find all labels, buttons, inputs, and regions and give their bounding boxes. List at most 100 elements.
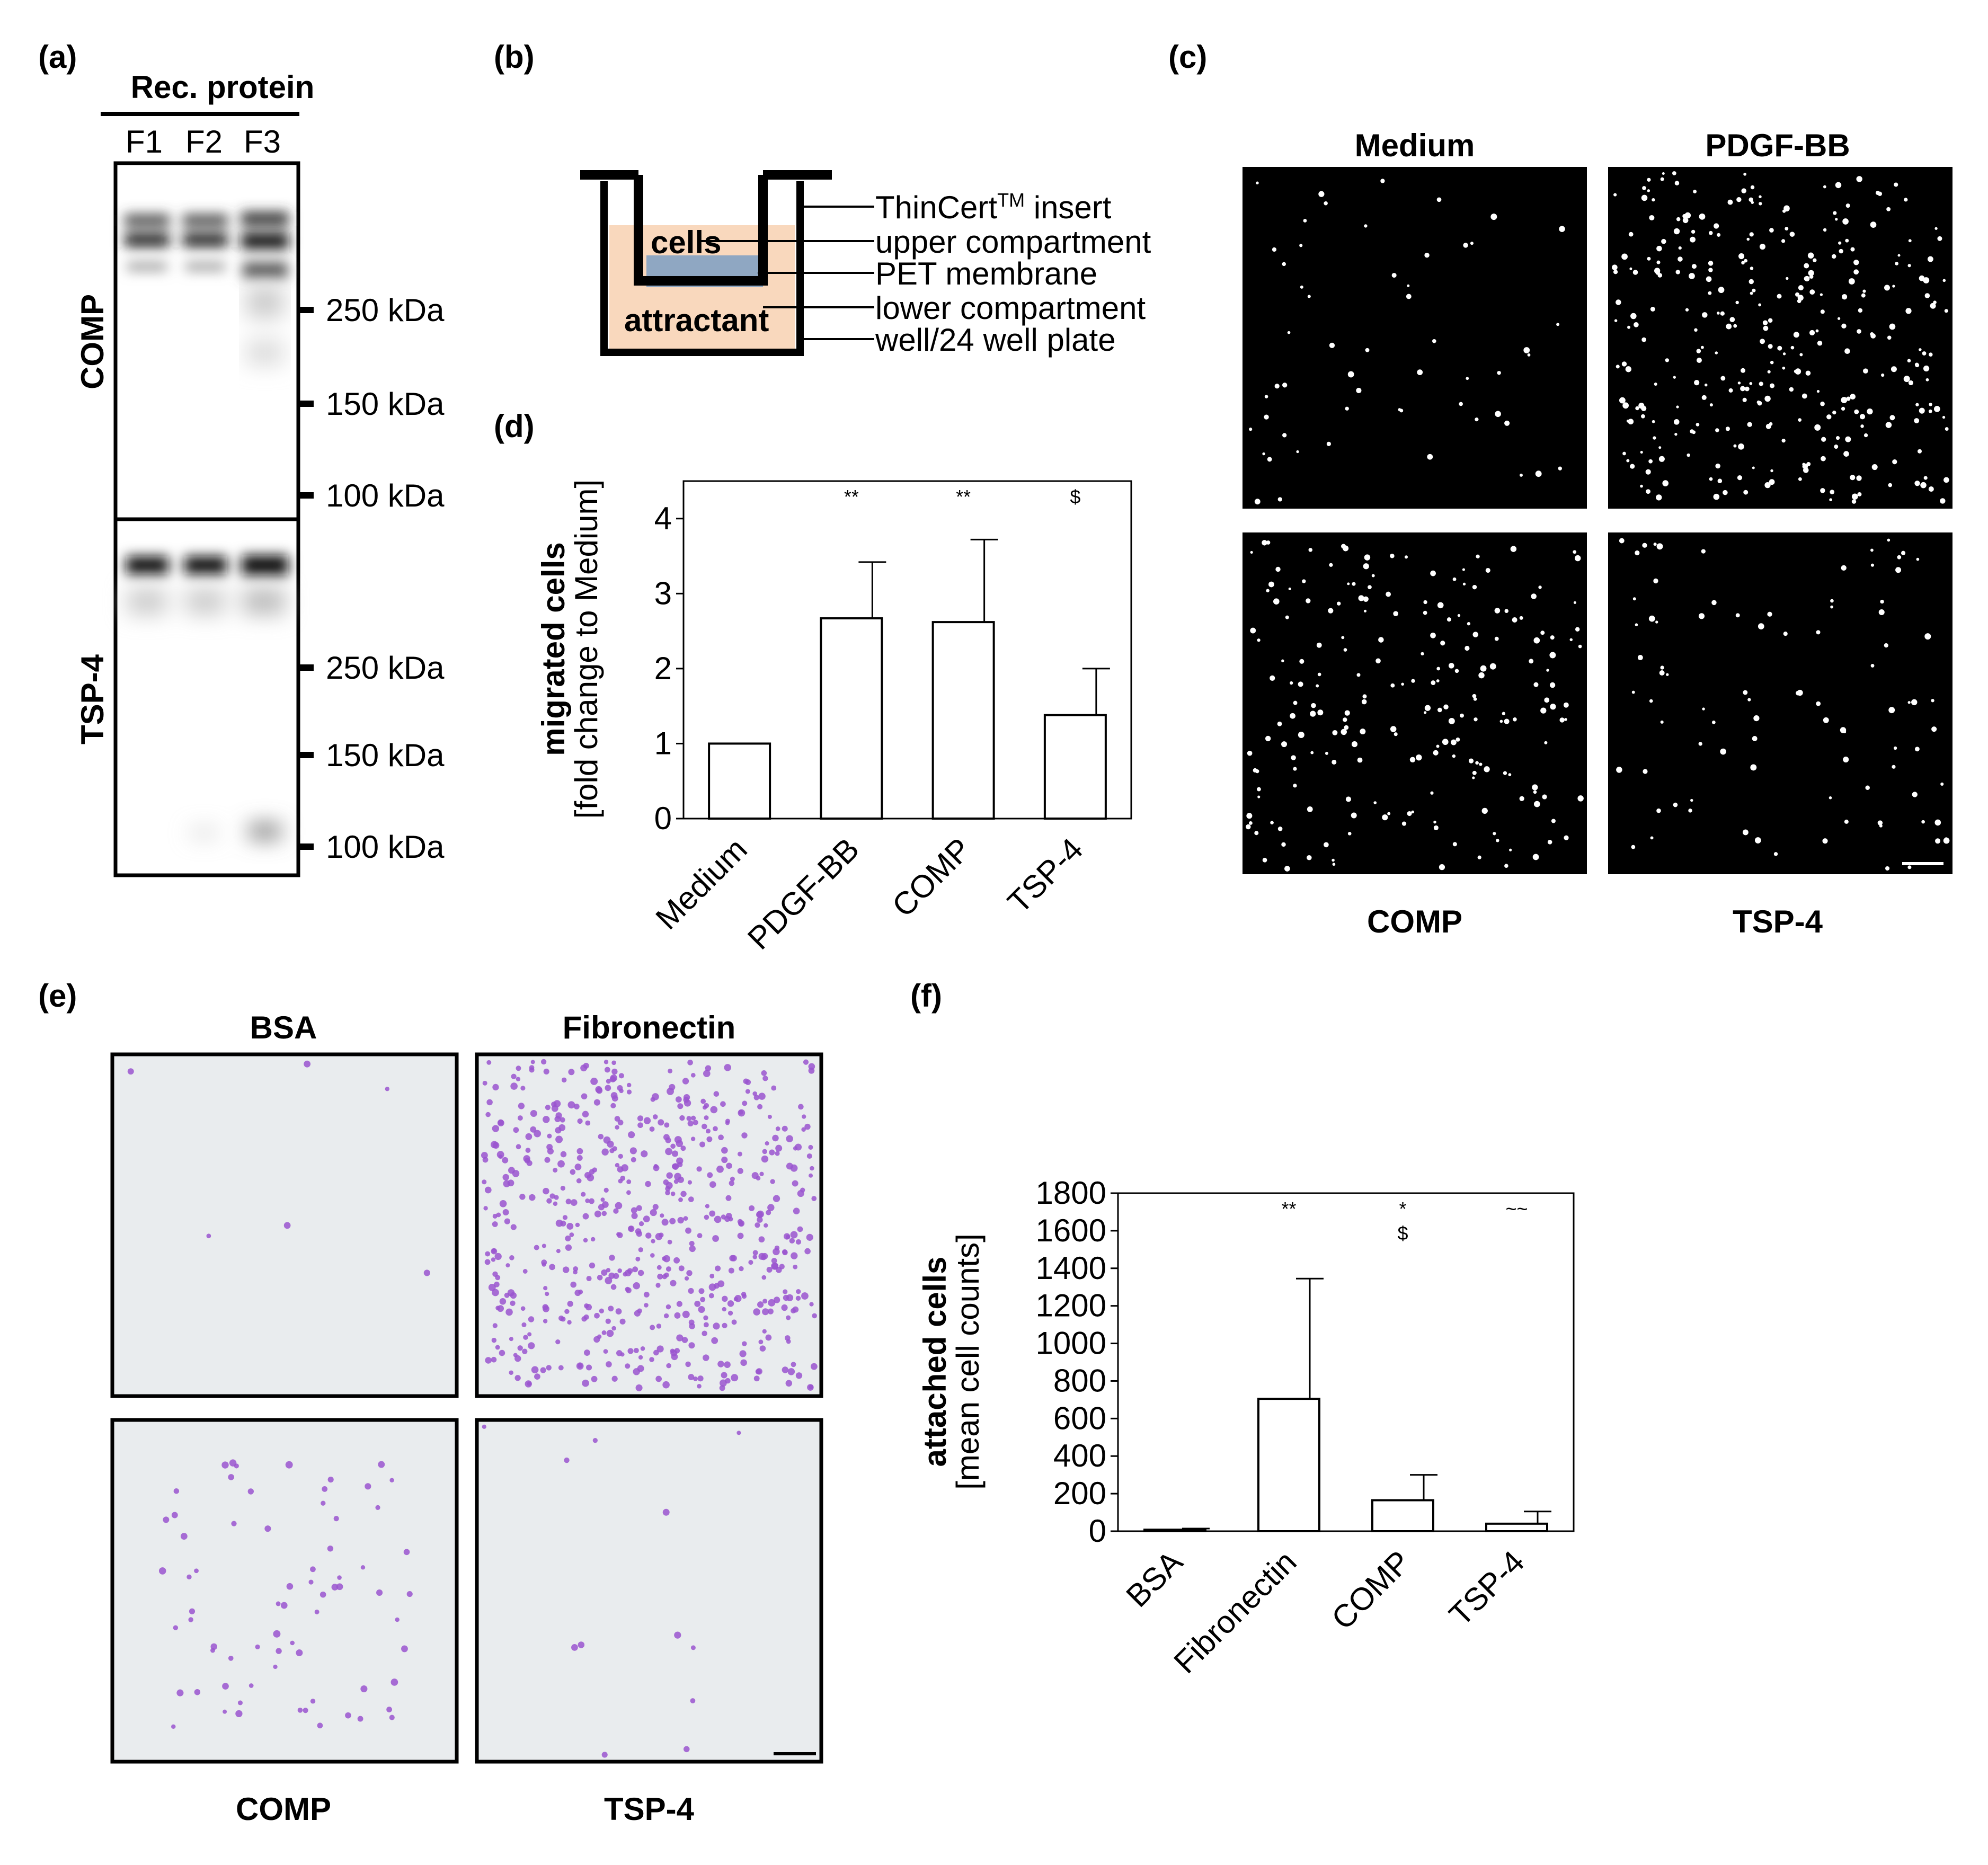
- cell-dot: [1325, 751, 1328, 755]
- cell-dot: [1437, 707, 1442, 713]
- cell-dot: [1735, 613, 1740, 618]
- cell-dot: [742, 1100, 748, 1106]
- cell-dot: [1895, 567, 1902, 573]
- y-tick-label: 1400: [1036, 1250, 1106, 1286]
- cell-dot: [1645, 469, 1651, 475]
- cell-dot: [1798, 418, 1802, 422]
- cell-dot: [693, 1120, 698, 1125]
- image-title: PDGF-BB: [1705, 128, 1850, 163]
- cell-dot: [775, 1126, 780, 1131]
- cell-dot: [713, 1091, 720, 1097]
- attractant-label: attractant: [624, 303, 769, 338]
- cell-dot: [1504, 420, 1510, 426]
- cell-dot: [1833, 211, 1837, 215]
- cell-dot: [1656, 494, 1662, 501]
- cell-dot: [395, 1617, 400, 1622]
- cell-dot: [553, 1201, 558, 1206]
- cell-dot: [685, 1361, 691, 1367]
- cell-dot: [1277, 827, 1283, 831]
- cell-dot: [1558, 466, 1562, 470]
- cell-dot: [1701, 549, 1706, 554]
- migration-bar-chart: 0 1 2 3 4 Medium ** PDGF-BB ** COMP $ TSP-4 migrated…: [536, 479, 1132, 956]
- cell-dot: [516, 1077, 521, 1081]
- cell-dot: [1478, 672, 1485, 679]
- cell-dot: [1362, 694, 1367, 699]
- cell-dot: [1660, 720, 1664, 724]
- cell-dot: [631, 1207, 637, 1214]
- cell-dot: [1914, 418, 1920, 423]
- cell-dot: [1287, 331, 1291, 334]
- cell-dot: [576, 1362, 584, 1370]
- cell-dot: [1760, 339, 1765, 344]
- cell-dot: [1264, 395, 1268, 398]
- cell-dot: [1656, 808, 1661, 813]
- cell-dot: [704, 1115, 709, 1121]
- cell-dot: [564, 1309, 570, 1315]
- cell-dot: [322, 1486, 328, 1492]
- cell-dot: [1647, 177, 1651, 182]
- cell-dot: [601, 1752, 608, 1758]
- cell-dot: [1867, 408, 1873, 415]
- cell-dot: [1816, 389, 1820, 393]
- cell-dot: [737, 1168, 743, 1174]
- cell-dot: [333, 1516, 339, 1522]
- cell-dot: [545, 1292, 549, 1296]
- cell-dot: [556, 1249, 561, 1254]
- cell-dot: [755, 1222, 760, 1228]
- cell-dot: [679, 1115, 685, 1121]
- cell-dot: [610, 1074, 617, 1082]
- cell-dot: [641, 1150, 648, 1158]
- cell-dot: [791, 1252, 798, 1259]
- cell-dot: [1790, 345, 1795, 350]
- cell-dot: [1642, 543, 1647, 548]
- cell-dot: [810, 1166, 814, 1171]
- cell-dot: [1401, 682, 1404, 686]
- cell-dot: [1770, 469, 1773, 473]
- cell-dot: [1907, 264, 1911, 268]
- panel-c-fluorescence-images: (c) Medium PDGF-BB COMP TSP-4: [1168, 39, 1952, 939]
- cell-dot: [525, 1148, 531, 1153]
- cell-dot: [721, 1214, 726, 1220]
- cell-dot: [771, 1263, 778, 1270]
- cell-dot: [1648, 615, 1655, 622]
- panel-a-label: (a): [38, 39, 77, 75]
- cell-dot: [549, 1193, 555, 1199]
- cell-dot: [671, 1150, 679, 1157]
- cell-dot: [1692, 430, 1696, 434]
- cell-dot: [423, 1269, 430, 1276]
- cell-dot: [1332, 863, 1336, 866]
- marker-label: 250 kDa: [326, 292, 445, 328]
- cell-dot: [714, 1215, 722, 1223]
- cell-dot: [689, 1240, 695, 1247]
- cell-dot: [228, 1655, 234, 1661]
- cell-dot: [1943, 477, 1949, 483]
- cell-dot: [670, 1348, 675, 1354]
- fluorescence-image-pdgf-bb: [1608, 167, 1952, 509]
- cell-dot: [1436, 744, 1440, 748]
- cell-dot: [1674, 432, 1678, 436]
- cell-dot: [1569, 638, 1573, 642]
- cell-dot: [586, 1364, 592, 1371]
- cell-dot: [1564, 835, 1569, 840]
- cell-dot: [686, 1116, 691, 1121]
- cell-dot: [264, 1525, 271, 1532]
- cell-dot: [1820, 401, 1825, 406]
- cell-dot: [1549, 682, 1556, 688]
- cell-dot: [273, 1664, 278, 1669]
- cell-dot: [687, 1060, 693, 1065]
- image-title: COMP: [236, 1791, 331, 1827]
- cell-dot: [1929, 352, 1933, 357]
- cell-dot: [775, 1144, 783, 1152]
- cell-dot: [1673, 228, 1680, 235]
- cell-dot: [1324, 842, 1329, 848]
- cell-dot: [708, 1293, 714, 1299]
- cell-dot: [571, 1644, 578, 1651]
- cell-dot: [1457, 614, 1461, 617]
- cell-dot: [1503, 771, 1507, 775]
- cell-dot: [616, 1350, 623, 1356]
- cell-dot: [1813, 258, 1817, 262]
- cell-dot: [689, 1245, 696, 1253]
- cell-dot: [1860, 424, 1864, 428]
- cell-dot: [1452, 754, 1456, 758]
- cell-dot: [1737, 475, 1743, 481]
